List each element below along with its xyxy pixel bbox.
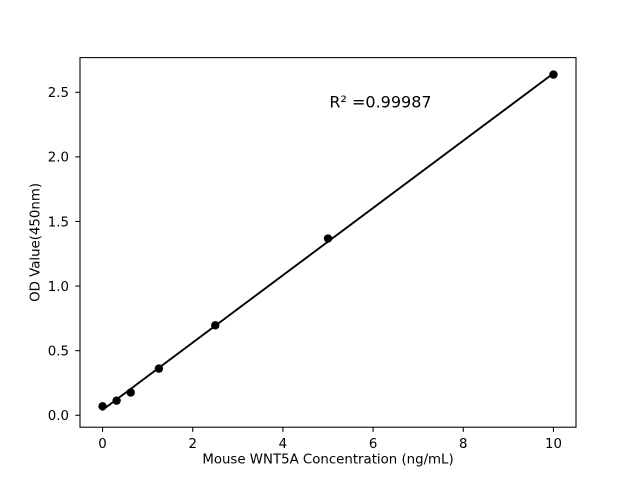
data-point bbox=[549, 70, 558, 79]
data-point bbox=[98, 402, 107, 411]
data-point bbox=[323, 234, 333, 243]
y-tick-label: 2.5 bbox=[48, 86, 69, 101]
y-tick-label: 1.0 bbox=[48, 280, 69, 295]
r-squared-annotation: R² =0.99987 bbox=[329, 92, 431, 111]
y-tick-label: 1.5 bbox=[48, 215, 69, 230]
x-axis-label: Mouse WNT5A Concentration (ng/mL) bbox=[202, 452, 453, 467]
data-point bbox=[154, 364, 164, 373]
plot-border bbox=[79, 57, 577, 428]
y-axis-label: OD Value(450nm) bbox=[29, 183, 44, 302]
data-point bbox=[211, 321, 220, 330]
x-tick-label: 6 bbox=[369, 437, 377, 452]
x-tick-label: 0 bbox=[98, 437, 106, 452]
x-tick-label: 4 bbox=[279, 437, 287, 452]
y-tick-label: 2.0 bbox=[48, 151, 69, 166]
y-tick-label: 0.5 bbox=[48, 344, 69, 359]
data-point bbox=[126, 388, 135, 397]
data-points bbox=[98, 70, 558, 411]
y-tick-label: 0.0 bbox=[48, 409, 69, 424]
x-tick-label: 2 bbox=[188, 437, 196, 452]
x-tick-label: 10 bbox=[545, 437, 562, 452]
x-tick-label: 8 bbox=[459, 437, 467, 452]
data-point bbox=[112, 396, 121, 405]
